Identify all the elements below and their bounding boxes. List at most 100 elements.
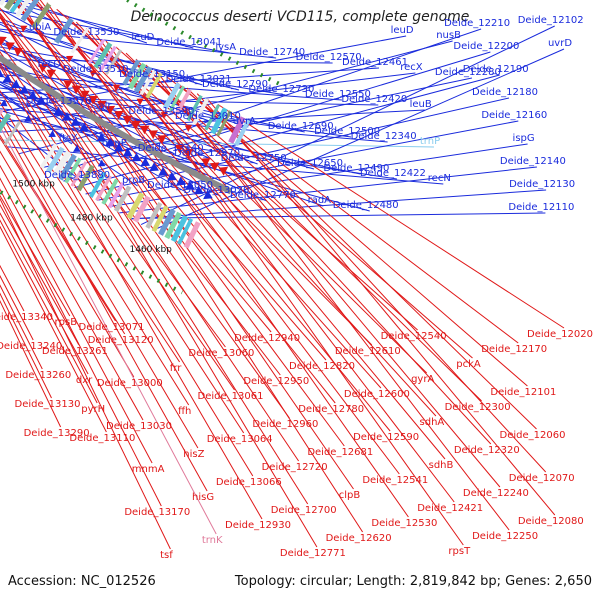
leader-line [0,219,98,404]
reverse-gene [0,36,7,46]
leader-line [95,34,455,503]
reverse-cog-bar [15,0,31,18]
reverse-small-gene [184,124,193,132]
leader-line [107,143,528,208]
leader-line [155,70,510,531]
reverse-gene [114,110,124,120]
forward-cog-bar [170,214,189,243]
forward-cog-bar [158,208,176,236]
forward-gene-label: ubiA [29,22,51,33]
leader-line [39,0,400,475]
reverse-gene-label: Deide_13064 [207,434,273,445]
reverse-small-gene [136,98,144,106]
leader-line [145,64,501,488]
forward-gene [79,122,89,132]
reverse-gene [157,135,167,144]
forward-cog-bar [58,153,77,181]
reverse-gene [122,115,133,125]
reverse-gene [183,149,193,158]
reverse-cog-bar [93,42,113,69]
reverse-cog-bar [234,119,251,147]
forward-gene [2,74,12,83]
forward-gene-label: leuD [131,32,154,43]
reverse-gene-label: Deide_12530 [371,518,437,529]
reverse-gene-label: Deide_13240 [0,341,62,352]
reverse-gene [148,130,158,140]
leader-line [0,125,217,535]
reverse-gene [174,144,185,154]
reverse-small-gene [20,25,28,33]
forward-gene [61,112,72,121]
reverse-cog-bar [210,107,228,135]
tick-label: 1500 kbp [12,180,55,190]
leader-line [0,134,126,335]
forward-cog-bar [76,164,95,192]
forward-gene-label: radA [308,195,332,206]
reverse-cog-bar [9,0,23,14]
forward-gene-label: uppP [102,138,127,149]
forward-gene-label: Deide_12480 [333,200,399,211]
reverse-gene-label: Deide_12421 [417,503,483,514]
reverse-gene-label: rpsT [448,546,471,557]
reverse-small-gene [112,84,121,92]
forward-cog-bar [0,113,12,133]
reverse-gene-label: frr [170,363,182,374]
forward-gene-label: ispG [513,133,535,144]
leader-line [0,0,194,49]
reverse-cog-bar [128,62,147,90]
forward-cog-bar [177,218,194,245]
reverse-gene-label: Deide_12720 [262,462,328,473]
forward-gene [140,157,150,167]
forward-cog-bar [89,171,107,198]
forward-cog-bar [64,157,82,184]
leader-line [0,197,171,550]
forward-gene-label: Deide_13580 [128,106,194,117]
forward-gene-label: Deide_12210 [444,18,510,29]
leader-line [0,139,435,148]
reverse-cog-bar [99,45,117,72]
reverse-gene [88,95,99,105]
reverse-gene-label: Deide_12600 [344,389,410,400]
reverse-gene [38,64,48,73]
forward-gene-label: Deide_12730 [248,84,314,95]
leader-line [0,72,416,124]
reverse-gene-label: Deide_12820 [289,361,355,372]
leader-line [52,28,482,175]
forward-gene-label: alr [98,101,112,112]
forward-cog-bar [0,109,4,117]
forward-cog-bar [95,175,112,202]
forward-gene [194,185,204,195]
reverse-gene-label: hisG [192,492,214,503]
reverse-gene-label: Deide_13120 [88,335,154,346]
reverse-cog-bar [216,110,232,137]
accession-label: Accession: NC_012526 [8,574,156,589]
forward-gene [70,117,81,126]
reverse-gene-label: Deide_12541 [362,475,428,486]
forward-gene [0,69,4,78]
reverse-gene-label: Deide_12320 [454,445,520,456]
reverse-gene-label: Deide_13290 [24,428,90,439]
reverse-gene [131,120,141,130]
reverse-gene-label: Deide_12681 [307,447,373,458]
reverse-gene [13,47,24,57]
tick-label: 1480 kbp [70,213,113,223]
reverse-gene-label: Deide_13061 [198,391,264,402]
leader-line [0,212,89,375]
reverse-cog-bar [20,0,40,22]
forward-gene-label: ftsY [59,133,78,144]
reverse-small-gene [89,70,97,78]
reverse-cog-bar [31,2,52,29]
forward-gene [114,142,124,152]
reverse-gene-label: Deide_12590 [353,432,419,443]
tick-label: 1460 kbp [129,245,172,255]
reverse-gene-label: trnK [202,535,223,546]
reverse-gene-label: pckA [456,359,481,370]
reverse-gene-label: Deide_13170 [124,507,190,518]
leader-line [105,40,464,546]
forward-gene-label: Deide_12770 [230,190,296,201]
reverse-gene-label: Deide_13000 [97,378,163,389]
reverse-gene-label: rpsB [55,317,78,328]
leader-line [0,35,407,113]
reverse-gene-label: pyrH [81,404,105,415]
forward-gene-label: Deide_13530 [53,27,119,38]
